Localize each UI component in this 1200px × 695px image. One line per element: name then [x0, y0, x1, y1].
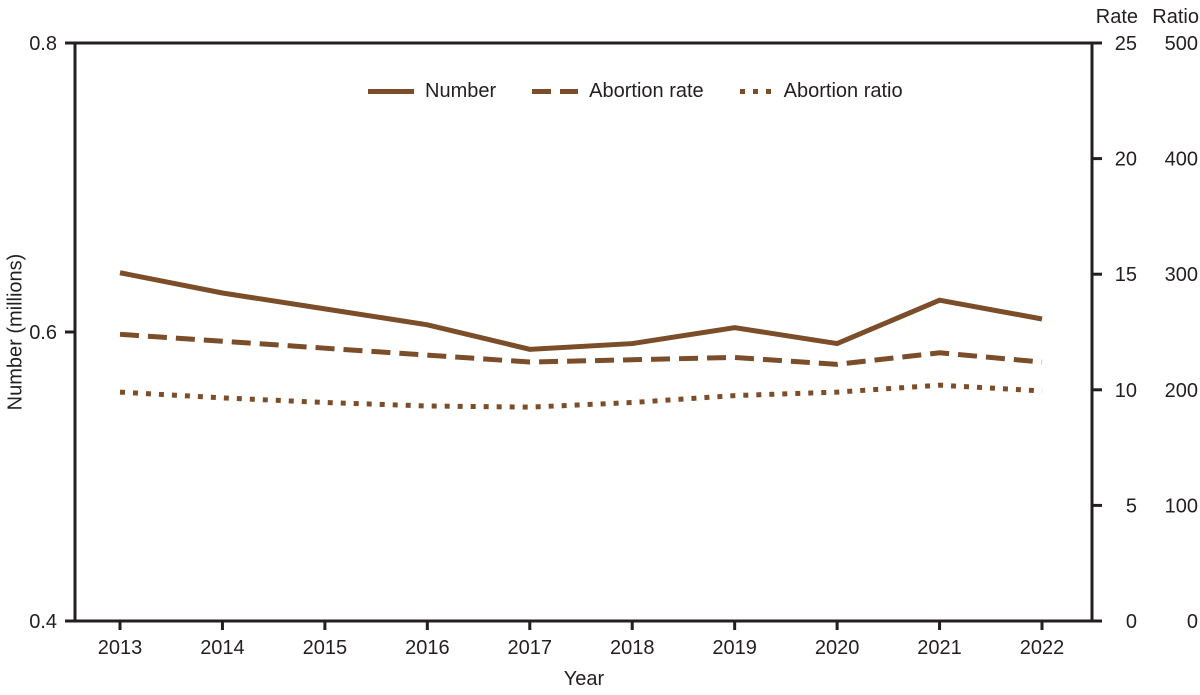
solid-line-swatch-icon: [368, 88, 414, 94]
x-axis-title: Year: [563, 668, 605, 690]
ratio-tick-label: 200: [1165, 380, 1198, 402]
ratio-tick-label: 300: [1165, 264, 1198, 286]
x-tick-label: 2016: [405, 637, 450, 659]
rate-tick-label: 15: [1115, 264, 1137, 286]
ratio-tick-label: 100: [1165, 495, 1198, 517]
legend-label-abortion-rate: Abortion rate: [589, 80, 704, 102]
legend-item-abortion-rate: Abortion rate: [532, 79, 704, 103]
x-tick-label: 2013: [98, 637, 143, 659]
x-tick-label: 2014: [200, 637, 245, 659]
rate-tick-label: 20: [1115, 149, 1137, 171]
y-left-tick-label: 0.6: [29, 322, 57, 344]
y-axis-title-ratio: Ratio: [1152, 6, 1199, 28]
abortion-ratio-line: [119, 382, 1043, 410]
legend-item-abortion-ratio: Abortion ratio: [739, 79, 903, 103]
legend-label-abortion-ratio: Abortion ratio: [783, 80, 903, 102]
dashed-line-swatch-icon: [532, 88, 579, 94]
abortion-rate-line: [119, 331, 1043, 367]
y-axis-title-number: Number (millions): [4, 253, 27, 411]
legend-item-number: Number: [368, 79, 496, 103]
y-left-tick-label: 0.4: [29, 611, 57, 633]
ratio-tick-label: 500: [1165, 33, 1198, 55]
chart-legend: Number Abortion rate Abortion ratio: [368, 79, 903, 103]
y-left-tick-label: 0.8: [29, 33, 57, 55]
dotted-line-swatch-icon: [739, 88, 773, 94]
ratio-tick-label: 400: [1165, 149, 1198, 171]
x-tick-label: 2021: [917, 637, 962, 659]
x-tick-label: 2018: [610, 637, 655, 659]
ratio-tick-label: 0: [1187, 611, 1198, 633]
x-tick-label: 2019: [712, 637, 757, 659]
rate-tick-label: 10: [1115, 380, 1137, 402]
number-line: [119, 270, 1043, 352]
x-tick-label: 2017: [508, 637, 553, 659]
rate-tick-label: 0: [1126, 611, 1137, 633]
x-tick-label: 2015: [303, 637, 348, 659]
x-tick-label: 2020: [815, 637, 860, 659]
rate-tick-label: 25: [1115, 33, 1137, 55]
y-axis-title-rate: Rate: [1095, 6, 1138, 28]
x-tick-label: 2022: [1020, 637, 1065, 659]
rate-tick-label: 5: [1126, 495, 1137, 517]
legend-label-number: Number: [425, 80, 497, 102]
